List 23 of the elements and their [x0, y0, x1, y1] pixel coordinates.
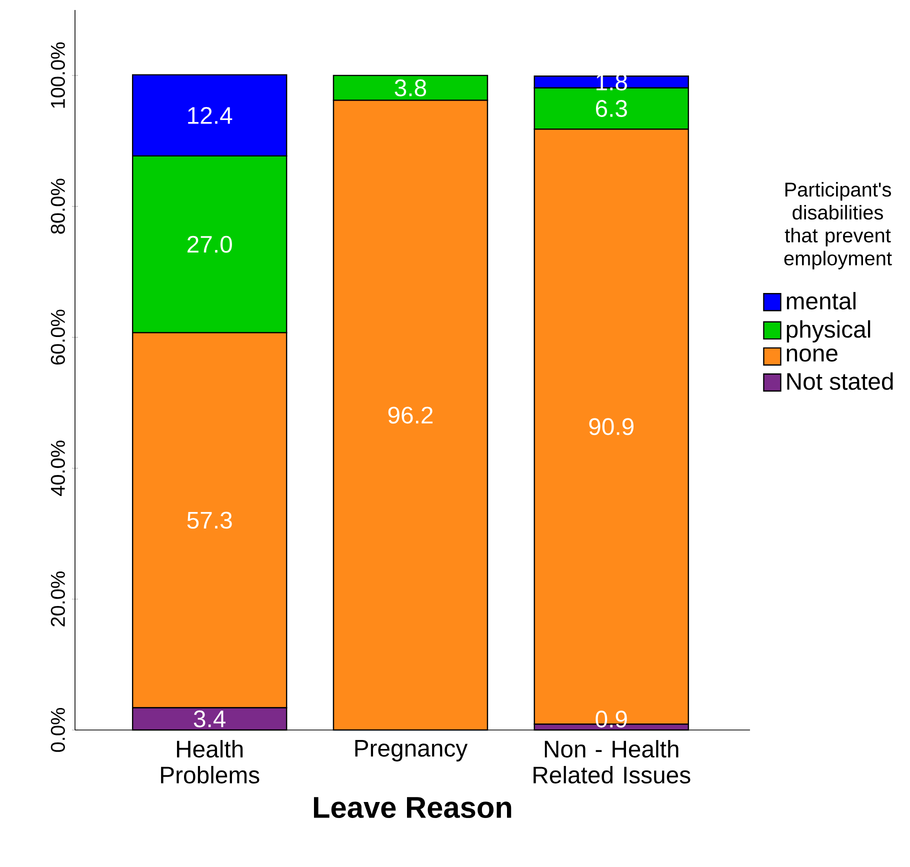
data-label: 12.4	[188, 107, 232, 124]
y-tick-label: 0.0%	[50, 708, 65, 752]
x-tick-label: Non - Health Related Issues	[534, 740, 690, 784]
legend-label: mental	[786, 292, 856, 310]
legend-title: Participant's disabilities that prevent employment	[784, 182, 892, 270]
data-label: 90.9	[589, 418, 634, 436]
y-tick-label: 100.0%	[50, 42, 65, 108]
legend-label: physical	[786, 320, 870, 343]
data-label: 96.2	[388, 406, 433, 424]
data-label: 6.3	[596, 100, 627, 117]
y-tick-label: 20.0%	[50, 572, 65, 626]
data-label: 3.4	[194, 710, 226, 728]
x-tick-label: Health Problems	[161, 740, 260, 784]
y-tick-label: 60.0%	[50, 310, 65, 365]
y-tick-label: 40.0%	[50, 440, 65, 496]
data-label: 57.3	[187, 512, 232, 529]
legend-label: none	[786, 348, 838, 362]
legend-label: Not stated	[787, 372, 893, 390]
data-label: 27.0	[188, 236, 232, 253]
x-tick-label: Pregnancy	[355, 740, 468, 762]
data-label: 3.8	[394, 79, 426, 96]
x-axis-title: Leave Reason	[314, 797, 512, 818]
y-tick-label: 80.0%	[50, 178, 65, 234]
